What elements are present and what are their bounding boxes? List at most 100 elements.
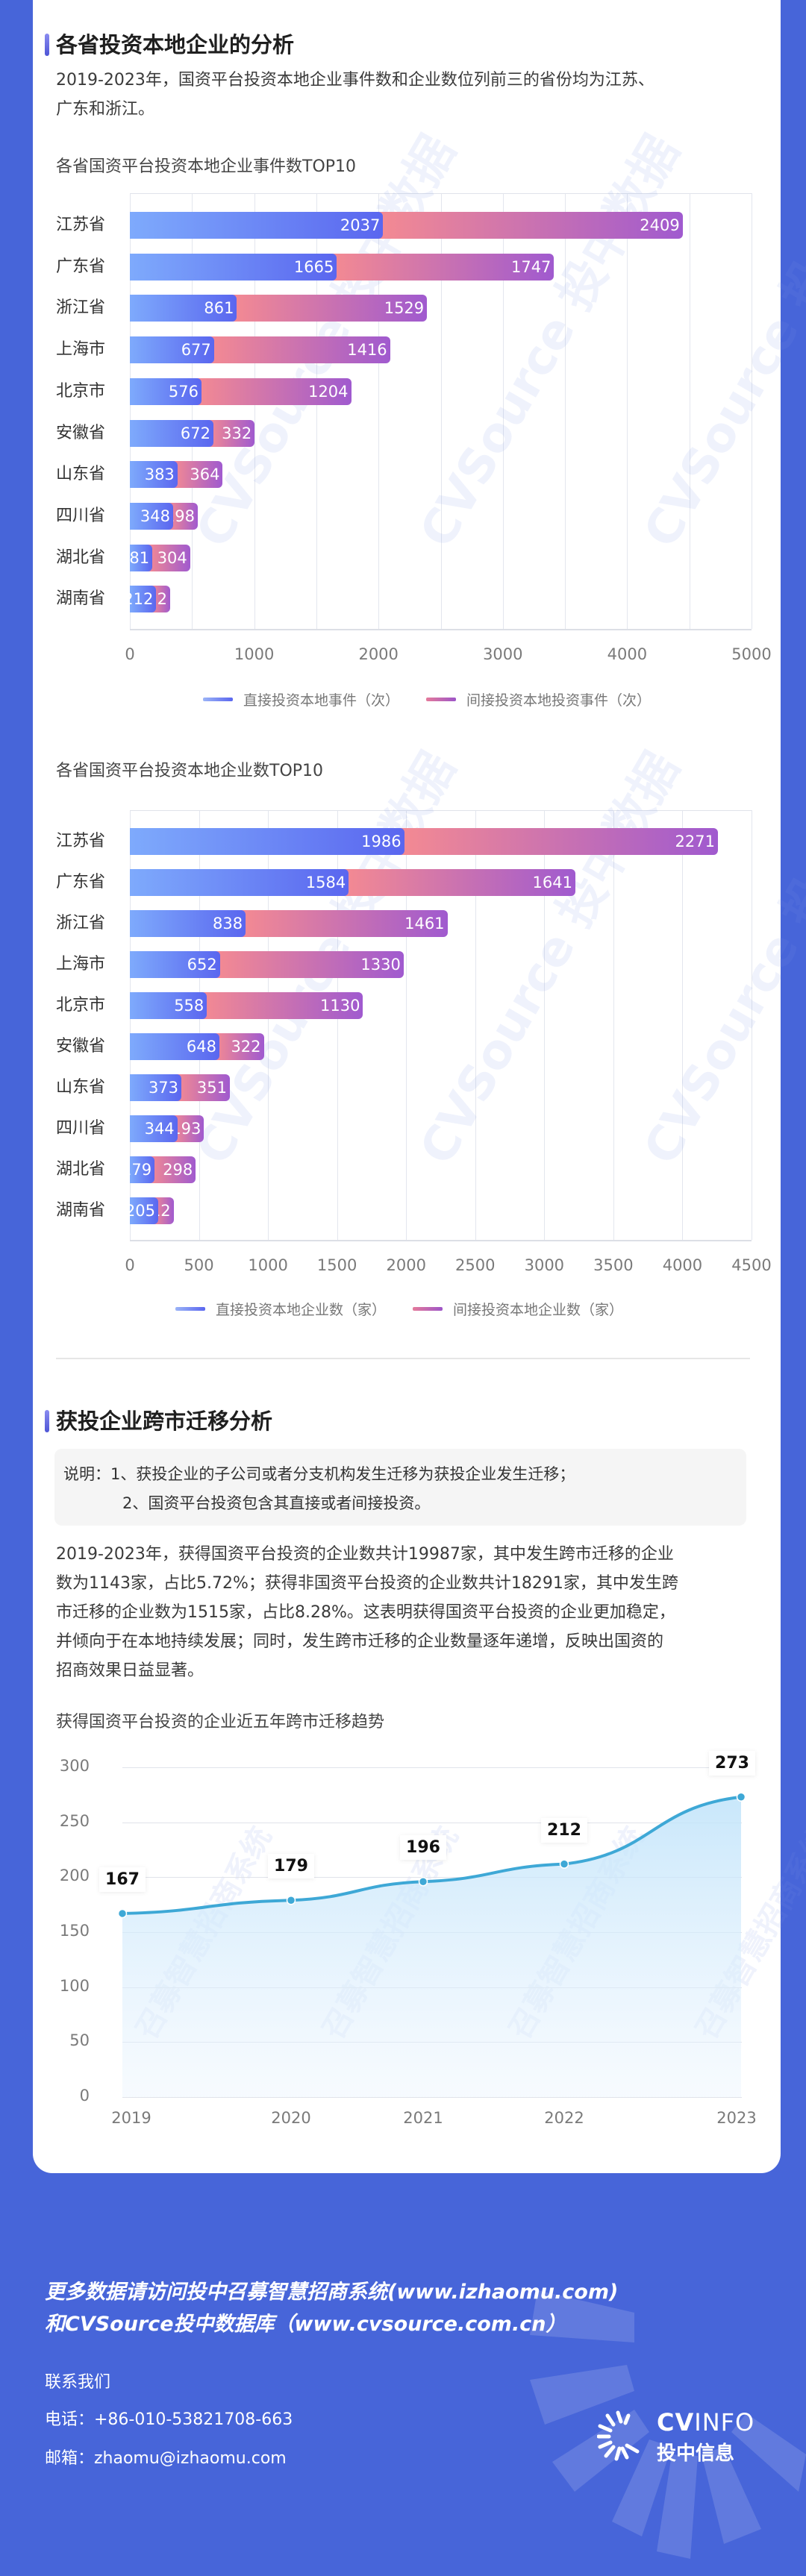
direct-segment: 576 <box>130 377 202 405</box>
direct-segment: 672 <box>130 419 213 447</box>
data-label: 167 <box>99 1867 146 1892</box>
plot-top-border <box>130 810 752 811</box>
x-tick-label: 1000 <box>248 1256 288 1274</box>
x-tick-label: 1500 <box>316 1256 357 1274</box>
direct-segment: 648 <box>130 1033 219 1060</box>
indirect-segment: 1641 <box>344 869 575 896</box>
note-line-1: 说明：1、获投企业的子公司或者分支机构发生迁移为获投企业发生迁移； <box>63 1465 575 1483</box>
direct-segment: 383 <box>130 461 178 489</box>
grid-line <box>337 810 338 1240</box>
section-divider <box>56 1358 750 1359</box>
category-label: 广东省 <box>56 257 106 276</box>
grid-line <box>475 810 476 1240</box>
grid-line <box>122 2042 742 2043</box>
x-tick-label: 2023 <box>716 2109 757 2127</box>
indirect-segment: 2409 <box>378 212 683 239</box>
direct-segment: 1665 <box>130 253 337 281</box>
category-label: 安徽省 <box>56 423 106 442</box>
x-tick-label: 2020 <box>271 2109 311 2127</box>
note-line-2: 2、国资平台投资包含其直接或者间接投资。 <box>122 1494 431 1512</box>
indirect-segment: 198 <box>165 502 198 530</box>
x-tick-label: 1000 <box>234 645 275 663</box>
stacked-bar: 672 332 <box>130 419 255 447</box>
indirect-segment: 1529 <box>232 295 428 322</box>
stacked-bar: 861 1529 <box>130 295 428 322</box>
stacked-bar: 2037 2409 <box>130 212 683 239</box>
paragraph-line: 并倾向于在本地持续发展；同时，发生跨市迁移的企业数量逐年递增，反映出国资的 <box>56 1632 664 1651</box>
category-label: 广东省 <box>56 873 106 891</box>
logo-rays-decoration <box>530 2290 806 2559</box>
x-tick-label: 2019 <box>111 2109 151 2127</box>
x-tick-label: 4500 <box>731 1256 772 1274</box>
stacked-bar: 1986 2271 <box>130 828 718 855</box>
x-tick-label: 2000 <box>358 645 399 663</box>
legend-item-indirect: 间接投资本地企业数（家） <box>413 1299 623 1319</box>
category-label: 北京市 <box>56 381 106 401</box>
direct-segment: 179 <box>122 1156 155 1183</box>
direct-segment: 344 <box>130 1115 178 1142</box>
category-label: 山东省 <box>56 1078 106 1097</box>
direct-segment: 348 <box>130 502 173 530</box>
section2-title: 获投企业跨市迁移分析 <box>56 1408 273 1434</box>
direct-segment: 205 <box>125 1197 158 1224</box>
chart2-title: 各省国资平台投资本地企业数TOP10 <box>56 762 324 780</box>
category-label: 北京市 <box>56 996 106 1015</box>
grid-line <box>268 810 269 1240</box>
chart3-title: 获得国资平台投资的企业近五年跨市迁移趋势 <box>56 1713 385 1732</box>
stacked-bar: 652 1330 <box>130 951 404 978</box>
direct-segment: 1986 <box>130 828 404 855</box>
y-tick-label: 200 <box>59 1867 90 1885</box>
category-label: 四川省 <box>56 506 106 525</box>
category-label: 上海市 <box>56 955 106 974</box>
stacked-bar: 179 298 <box>122 1156 196 1183</box>
section-accent-bar <box>45 34 49 56</box>
indirect-segment: 322 <box>214 1033 264 1060</box>
y-tick-label: 50 <box>69 2031 90 2050</box>
grid-line <box>502 193 504 629</box>
section1-intro-line2: 广东和浙江。 <box>56 100 155 119</box>
indirect-segment: 2271 <box>399 828 718 855</box>
grid-line <box>613 810 614 1240</box>
category-label: 浙江省 <box>56 914 106 933</box>
logo-info: INFO <box>694 2408 755 2436</box>
paragraph-line: 2019-2023年，获得国资平台投资的企业数共计19987家，其中发生跨市迁移… <box>56 1545 674 1564</box>
grid-line <box>199 810 200 1240</box>
stacked-bar: 383 364 <box>130 461 223 489</box>
category-label: 浙江省 <box>56 298 106 318</box>
footer-contact-label: 联系我们 <box>45 2373 111 2392</box>
footer-visit-line2: 和CVSource投中数据库（www.cvsource.com.cn） <box>45 2313 566 2336</box>
cvinfo-logo-icon <box>596 2408 642 2462</box>
x-tick-label: 3500 <box>593 1256 634 1274</box>
stacked-bar: 212112 <box>123 586 170 613</box>
paragraph-line: 招商效果日益显著。 <box>56 1661 204 1680</box>
stacked-bar: 373 351 <box>130 1074 230 1101</box>
grid-line <box>406 810 407 1240</box>
indirect-segment: 1130 <box>202 992 363 1019</box>
indirect-segment: 193 <box>171 1115 204 1142</box>
direct-segment: 838 <box>130 910 246 937</box>
stacked-bar: 677 1416 <box>130 336 390 364</box>
x-tick-label: 4000 <box>607 645 648 663</box>
stacked-bar: 205112 <box>125 1197 174 1224</box>
grid-line <box>544 810 546 1240</box>
cvinfo-logo-cn: 投中信息 <box>657 2442 735 2465</box>
grid-line <box>122 1987 742 1988</box>
legend-swatch-icon <box>175 1307 205 1311</box>
category-label: 四川省 <box>56 1119 106 1138</box>
direct-segment: 861 <box>130 295 237 322</box>
x-axis-line <box>130 629 752 630</box>
category-label: 湖北省 <box>56 1160 106 1179</box>
x-tick-label: 2500 <box>455 1256 496 1274</box>
x-tick-label: 500 <box>184 1256 214 1274</box>
indirect-segment: 1416 <box>209 336 390 364</box>
x-tick-label: 5000 <box>731 645 772 663</box>
legend-label: 间接投资本地企业数（家） <box>453 1302 624 1318</box>
data-label: 273 <box>709 1750 755 1776</box>
grid-line <box>440 193 442 629</box>
section1-intro-line1: 2019-2023年，国资平台投资本地企业事件数和企业数位列前三的省份均为江苏、 <box>56 71 655 90</box>
category-label: 湖南省 <box>56 1201 106 1220</box>
indirect-segment: 351 <box>177 1074 230 1101</box>
direct-segment: 1584 <box>130 869 349 896</box>
stacked-bar: 576 1204 <box>130 377 352 405</box>
x-tick-label: 4000 <box>662 1256 703 1274</box>
